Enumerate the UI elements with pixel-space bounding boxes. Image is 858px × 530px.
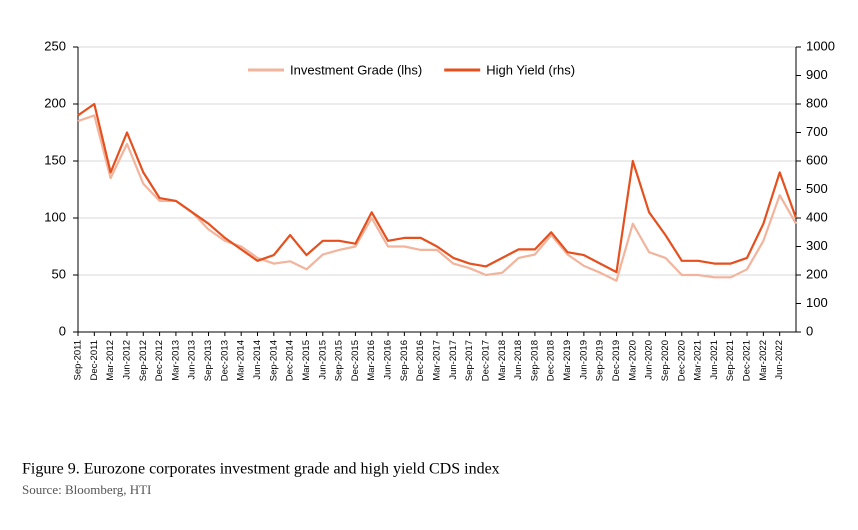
y2-tick-label: 1000 <box>806 38 835 53</box>
x-tick-label: Mar-2013 <box>170 340 181 381</box>
x-tick-label: Mar-2012 <box>105 340 116 381</box>
x-tick-label: Sep-2014 <box>268 340 279 381</box>
x-tick-label: Sep-2012 <box>138 340 149 381</box>
x-tick-label: Sep-2020 <box>660 340 671 381</box>
x-tick-label: Jun-2012 <box>121 340 132 380</box>
x-tick-label: Jun-2019 <box>578 340 589 380</box>
x-tick-label: Sep-2011 <box>73 340 84 381</box>
x-tick-label: Dec-2018 <box>546 340 557 381</box>
y-tick-label: 250 <box>44 38 66 53</box>
x-tick-label: Mar-2015 <box>301 340 312 381</box>
y2-tick-label: 700 <box>806 124 828 139</box>
y2-tick-label: 200 <box>806 266 828 281</box>
x-tick-label: Mar-2020 <box>627 340 638 381</box>
x-tick-label: Jun-2017 <box>448 340 459 380</box>
x-tick-label: Dec-2014 <box>285 340 296 381</box>
x-tick-label: Sep-2021 <box>725 340 736 381</box>
x-tick-label: Jun-2020 <box>644 340 655 380</box>
x-tick-label: Sep-2013 <box>203 340 214 381</box>
series-line <box>77 114 797 282</box>
y2-tick-label: 600 <box>806 152 828 167</box>
x-tick-label: Mar-2014 <box>236 340 247 381</box>
y2-tick-label: 900 <box>806 67 828 82</box>
x-tick-label: Dec-2015 <box>350 340 361 381</box>
y2-tick-label: 400 <box>806 209 828 224</box>
x-tick-label: Jun-2014 <box>252 340 263 380</box>
x-tick-label: Mar-2018 <box>497 340 508 381</box>
x-tick-label: Dec-2011 <box>89 340 100 381</box>
x-tick-label: Jun-2013 <box>187 340 198 380</box>
y2-tick-label: 800 <box>806 95 828 110</box>
x-tick-label: Jun-2022 <box>774 340 785 380</box>
source: Source: Bloomberg, HTI <box>22 482 151 497</box>
series-line <box>77 102 798 274</box>
x-tick-label: Mar-2021 <box>693 340 704 381</box>
x-tick-label: Sep-2015 <box>334 340 345 381</box>
x-tick-label: Dec-2012 <box>154 340 165 381</box>
y2-tick-label: 500 <box>806 181 828 196</box>
x-tick-label: Jun-2021 <box>709 340 720 380</box>
x-tick-label: Dec-2013 <box>219 340 230 381</box>
y-tick-label: 150 <box>44 152 66 167</box>
x-tick-label: Sep-2019 <box>595 340 606 381</box>
x-tick-label: Sep-2017 <box>464 340 475 381</box>
x-tick-label: Mar-2022 <box>758 340 769 381</box>
y2-tick-label: 0 <box>806 323 813 338</box>
y2-tick-label: 300 <box>806 238 828 253</box>
x-tick-label: Jun-2015 <box>317 340 328 380</box>
y-tick-label: 100 <box>44 209 66 224</box>
y-tick-label: 0 <box>59 323 66 338</box>
x-tick-label: Jun-2018 <box>513 340 524 380</box>
legend-label: High Yield (rhs) <box>486 62 575 77</box>
legend-label: Investment Grade (lhs) <box>290 62 422 77</box>
y2-tick-label: 100 <box>806 295 828 310</box>
x-tick-label: Dec-2017 <box>480 340 491 381</box>
x-tick-label: Sep-2016 <box>399 340 410 381</box>
x-tick-label: Mar-2016 <box>366 340 377 381</box>
x-tick-label: Dec-2019 <box>611 340 622 381</box>
y-tick-label: 50 <box>52 266 66 281</box>
x-tick-label: Dec-2020 <box>676 340 687 381</box>
caption: Figure 9. Eurozone corporates investment… <box>22 461 500 478</box>
x-tick-label: Jun-2016 <box>383 340 394 380</box>
x-tick-label: Mar-2017 <box>432 340 443 381</box>
x-tick-label: Sep-2018 <box>529 340 540 381</box>
x-tick-label: Dec-2021 <box>742 340 753 381</box>
x-tick-label: Mar-2019 <box>562 340 573 381</box>
y-tick-label: 200 <box>44 95 66 110</box>
x-tick-label: Dec-2016 <box>415 340 426 381</box>
